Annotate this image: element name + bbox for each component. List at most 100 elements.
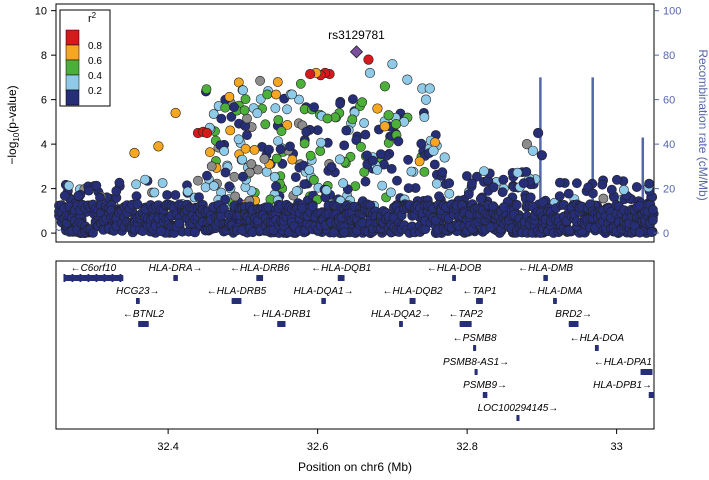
snp-point: [430, 215, 441, 226]
snp-point: [206, 161, 217, 172]
snp-point: [252, 108, 263, 119]
snp-point: [287, 89, 297, 100]
gene-label: HLA-DQA1→: [294, 286, 354, 297]
gene-label: ←HLA-DRB1: [252, 309, 311, 320]
gene-label: LOC100294145→: [478, 403, 559, 414]
lead-snp-marker: [349, 45, 364, 59]
snp-point: [182, 186, 193, 197]
snp-point-highlight: [387, 58, 398, 70]
snp-point: [259, 153, 270, 164]
snp-point-highlight: [379, 121, 391, 132]
gene-label: HCG23→: [116, 286, 159, 297]
legend-swatch: [65, 74, 80, 91]
snp-point: [240, 143, 251, 154]
gene-label: PSMB9→: [463, 380, 507, 391]
snp-point: [287, 154, 298, 165]
gene-label: HLA-DQA2→: [371, 309, 431, 320]
snp-point-highlight: [129, 147, 140, 159]
gene-exon: [568, 321, 579, 327]
snp-point: [238, 171, 248, 182]
gene-label: PSMB8-AS1→: [443, 357, 509, 368]
snp-point: [321, 185, 332, 196]
legend: r2 0.8 0.6 0.4 0.2: [59, 9, 111, 107]
snp-point: [230, 191, 241, 202]
snp-point: [225, 125, 236, 136]
snp-point: [282, 104, 292, 115]
gene-label: ←PSMB8: [453, 333, 497, 344]
gene-exon: [543, 275, 548, 281]
snp-point: [246, 159, 257, 169]
snp-point-highlight: [363, 54, 374, 65]
gene-label: BRD2→: [555, 309, 592, 320]
gene-label: ←HLA-DMA: [527, 286, 582, 297]
snp-point: [563, 188, 574, 199]
snp-point: [554, 191, 565, 202]
lead-snp: rs3129781: [328, 28, 385, 59]
snp-point: [646, 227, 657, 237]
snp-point: [377, 180, 388, 191]
x-tick-label: 32.6: [307, 441, 328, 453]
gene-exon: [138, 321, 149, 327]
snp-point: [255, 94, 266, 104]
gene-label: ←HLA-DQB2: [383, 286, 443, 297]
snp-point: [434, 191, 444, 202]
snp-point: [190, 227, 200, 238]
snp-point: [224, 181, 235, 192]
y-tick-label: 4: [41, 139, 47, 151]
snp-point: [114, 177, 125, 188]
gene-exon: [399, 321, 403, 327]
snp-point: [157, 178, 168, 188]
y2-axis-label: Recombination rate (cM/Mb): [696, 49, 709, 200]
snp-point: [162, 190, 172, 200]
gene-label: ←HLA-DOB: [427, 263, 482, 274]
snp-point-highlight: [533, 127, 544, 139]
gene-exon: [79, 274, 82, 282]
snp-point: [111, 186, 122, 196]
snp-point: [555, 177, 565, 188]
snp-point: [304, 165, 315, 175]
x-tick-label: 32.8: [456, 441, 477, 453]
snp-point: [269, 171, 280, 182]
x-tick-label: 32.4: [157, 441, 178, 453]
gene-exon: [473, 345, 477, 351]
snp-point-highlight: [424, 83, 435, 94]
snp-point: [597, 179, 608, 190]
snp-points: [54, 75, 659, 238]
snp-point: [444, 188, 455, 199]
snp-point: [479, 166, 489, 176]
snp-point-highlight: [521, 139, 533, 150]
snp-point: [444, 178, 455, 189]
y2-tick-label: 100: [663, 6, 681, 18]
snp-point: [59, 190, 70, 201]
snp-point: [416, 138, 427, 149]
legend-swatch: [65, 44, 80, 61]
snp-point: [204, 147, 215, 158]
snp-point: [271, 89, 281, 100]
snp-point: [461, 171, 472, 181]
snp-point: [335, 98, 345, 109]
snp-point-highlight: [383, 110, 394, 121]
gene-exon: [452, 275, 456, 281]
snp-point: [512, 167, 523, 178]
y2-tick-label: 40: [663, 139, 675, 151]
snp-point: [419, 166, 430, 177]
snp-point: [219, 146, 230, 156]
gene-exon: [594, 345, 599, 351]
gene-label: ←HLA-DRB6: [230, 263, 290, 274]
snp-point: [270, 103, 281, 114]
snp-point: [334, 154, 345, 165]
snp-point: [360, 176, 371, 187]
snp-point: [372, 164, 383, 175]
snp-point: [316, 137, 326, 148]
snp-point: [308, 174, 319, 185]
gene-label: ←HLA-DRB5: [207, 286, 267, 297]
snp-point: [357, 97, 368, 108]
snp-point: [315, 146, 326, 156]
gene-exon: [173, 275, 178, 281]
gene-label: ←HLA-DOA: [570, 333, 625, 344]
y-tick-label: 8: [41, 50, 47, 62]
gene-exon: [516, 415, 520, 421]
snp-point: [588, 188, 598, 199]
snp-point: [193, 175, 203, 186]
